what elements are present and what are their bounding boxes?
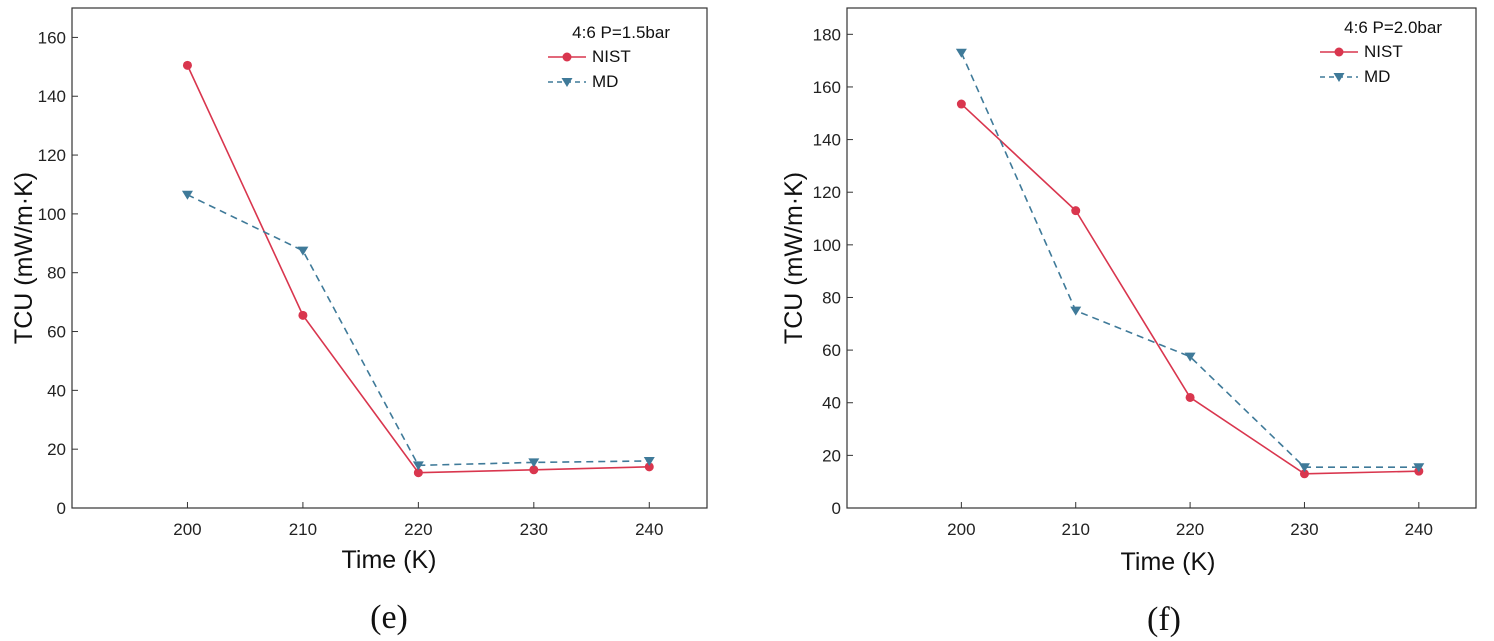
y-tick-label: 100 <box>38 205 66 224</box>
data-point-md <box>297 246 309 256</box>
plot-frame <box>71 7 708 509</box>
data-point-nist <box>644 462 654 472</box>
y-tick-label: 120 <box>38 146 66 165</box>
series-line-nist <box>186 65 650 474</box>
x-tick-label: 210 <box>1062 520 1090 539</box>
data-point-nist <box>1071 206 1081 216</box>
y-tick-label: 160 <box>813 78 841 97</box>
series-line-nist <box>960 103 1419 475</box>
x-tick-label: 220 <box>404 520 432 539</box>
y-tick-label: 40 <box>822 394 841 413</box>
y-tick-label: 0 <box>57 499 66 518</box>
data-point-md <box>955 48 967 58</box>
chart-panel-e: 200 210 220 230 240 0 20 40 60 80 100 120 140 160 4:… <box>10 7 708 636</box>
data-point-md <box>1298 463 1310 473</box>
x-tick-label: 230 <box>520 520 548 539</box>
panel-caption: (f) <box>1147 601 1181 638</box>
y-tick-label: 80 <box>47 264 66 283</box>
x-tick-label: 240 <box>635 520 663 539</box>
y-axis-label: TCU (mW/m·K) <box>10 172 38 344</box>
data-point-md <box>643 456 655 466</box>
y-axis-label: TCU (mW/m·K) <box>780 172 808 344</box>
data-point-nist <box>298 310 308 320</box>
x-tick-label: 220 <box>1176 520 1204 539</box>
data-point-md <box>1413 463 1425 473</box>
y-tick-label: 60 <box>822 341 841 360</box>
legend-label-md: MD <box>1364 67 1390 86</box>
legend-marker-nist <box>1334 47 1344 57</box>
legend-label-nist: NIST <box>592 47 631 66</box>
y-tick-label: 0 <box>832 499 841 518</box>
y-tick-label: 40 <box>47 381 66 400</box>
data-point-md <box>1070 306 1082 316</box>
x-axis-label: Time (K) <box>1121 548 1216 576</box>
chart-panel-f: 200 210 220 230 240 0 20 40 60 80 100 120 140 160 180… <box>780 7 1477 638</box>
x-axis-label: Time (K) <box>342 546 437 574</box>
y-tick-label: 20 <box>822 446 841 465</box>
plot-frame <box>846 7 1477 509</box>
data-point-nist <box>182 60 192 70</box>
data-point-nist <box>1185 392 1195 402</box>
y-tick-label: 20 <box>47 440 66 459</box>
x-tick-label: 230 <box>1290 520 1318 539</box>
data-point-md <box>528 458 540 468</box>
x-tick-label: 200 <box>947 520 975 539</box>
y-tick-label: 140 <box>38 87 66 106</box>
panel-caption: (e) <box>370 599 408 636</box>
legend-marker-md <box>561 78 573 87</box>
x-tick-label: 210 <box>289 520 317 539</box>
y-tick-label: 140 <box>813 131 841 150</box>
x-tick-label: 240 <box>1405 520 1433 539</box>
y-tick-label: 120 <box>813 183 841 202</box>
data-point-nist <box>956 99 966 109</box>
series-line-md <box>187 194 650 467</box>
data-point-nist <box>529 465 539 475</box>
data-point-md <box>181 190 193 200</box>
series-line-md <box>960 52 1419 469</box>
y-tick-label: 180 <box>813 25 841 44</box>
data-point-nist <box>413 468 423 478</box>
data-point-nist <box>1299 469 1309 479</box>
y-tick-label: 100 <box>813 236 841 255</box>
legend-marker-md <box>1333 73 1345 82</box>
legend-title: 4:6 P=2.0bar <box>1344 18 1442 37</box>
data-point-md <box>1184 352 1196 362</box>
data-point-md <box>412 461 424 471</box>
legend-marker-nist <box>562 52 572 62</box>
legend-label-nist: NIST <box>1364 42 1403 61</box>
legend-label-md: MD <box>592 72 618 91</box>
y-tick-label: 80 <box>822 288 841 307</box>
y-tick-label: 60 <box>47 323 66 342</box>
legend-title: 4:6 P=1.5bar <box>572 23 670 42</box>
x-tick-label: 200 <box>173 520 201 539</box>
y-tick-label: 160 <box>38 28 66 47</box>
